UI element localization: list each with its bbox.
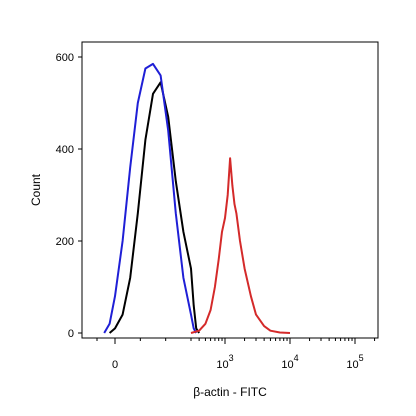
x-tick-label-1: 103 (216, 353, 233, 371)
x-axis: 0 103 104 105 (96, 338, 376, 371)
y-tick-label-400: 400 (56, 144, 74, 156)
series-layer (103, 62, 291, 334)
series-line-1 (103, 62, 198, 334)
series-line-2 (190, 157, 291, 334)
x-tick-label-3: 105 (346, 353, 363, 371)
y-axis-label: Count (29, 173, 43, 206)
y-axis: 0 200 400 600 (56, 52, 82, 340)
x-tick-label-0: 0 (112, 359, 118, 371)
x-tick-label-2: 104 (281, 353, 298, 371)
y-tick-label-200: 200 (56, 236, 74, 248)
y-tick-label-0: 0 (68, 328, 74, 340)
x-axis-label: β-actin - FITC (193, 385, 267, 399)
series-line-0 (108, 81, 200, 334)
plot-frame (81, 41, 379, 339)
y-tick-label-600: 600 (56, 52, 74, 64)
